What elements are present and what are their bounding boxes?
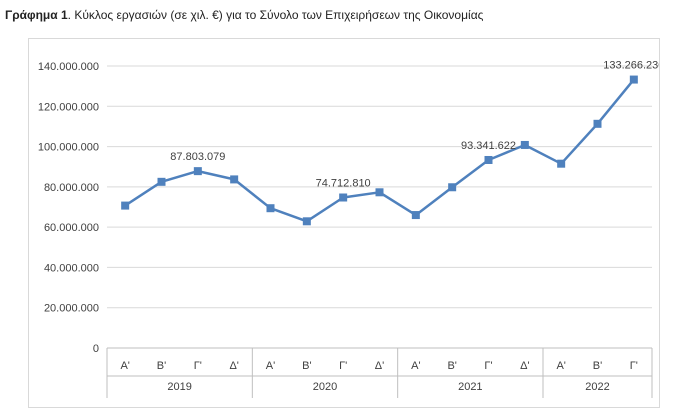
data-point-marker — [302, 217, 311, 226]
data-point-marker — [193, 167, 202, 176]
x-tick-label: Γ' — [194, 360, 202, 372]
chart-frame: 0 20.000.000 40.000.000 60.000.000 80.000.00… — [28, 38, 664, 408]
x-axis: Α' Β' Γ' Δ' Α' Β' Γ' Δ' Α' Β' Γ' Δ' Α' Β' Γ'2019 2020 20… — [106, 348, 653, 398]
y-tick-label: 100.000.000 — [38, 142, 99, 154]
y-tick-label: 0 — [93, 343, 99, 355]
y-tick-label: 140.000.000 — [38, 61, 99, 73]
x-tick-label: Γ' — [339, 360, 347, 372]
x-tick-label: Β' — [157, 360, 166, 372]
y-tick-label: 120.000.000 — [38, 101, 99, 113]
x-tick-label: Α' — [411, 360, 420, 372]
data-point-marker — [375, 188, 384, 197]
gridlines — [107, 65, 652, 349]
figure-caption-label: Γράφημα 1 — [5, 8, 68, 22]
data-point-marker — [520, 140, 529, 149]
data-point-marker — [230, 175, 239, 184]
x-tick-label: Δ' — [375, 360, 384, 372]
data-point-marker — [266, 204, 275, 213]
x-group-label: 2020 — [313, 381, 337, 393]
x-tick-label: Γ' — [630, 360, 638, 372]
figure-caption-text: . Κύκλος εργασιών (σε χιλ. €) για το Σύν… — [67, 8, 484, 22]
x-group-label: 2021 — [458, 381, 482, 393]
x-tick-label: Δ' — [520, 360, 529, 372]
data-label: 93.341.622 — [461, 140, 516, 152]
y-tick-label: 40.000.000 — [44, 262, 99, 274]
data-point-marker — [629, 75, 638, 84]
data-label: 74.712.810 — [316, 178, 371, 190]
data-point-marker — [557, 159, 566, 168]
data-label: 87.803.079 — [170, 151, 225, 163]
y-tick-label: 80.000.000 — [44, 182, 99, 194]
data-point-marker — [411, 211, 420, 220]
data-point-marker — [484, 155, 493, 164]
figure-caption: Γράφημα 1. Κύκλος εργασιών (σε χιλ. €) γ… — [5, 8, 483, 22]
x-tick-label: Δ' — [229, 360, 238, 372]
x-tick-label: Α' — [266, 360, 275, 372]
x-tick-label: Β' — [302, 360, 311, 372]
y-tick-label: 20.000.000 — [44, 303, 99, 315]
x-group-label: 2022 — [585, 381, 609, 393]
x-group-label: 2019 — [167, 381, 191, 393]
y-axis-tick-labels: 0 20.000.000 40.000.000 60.000.000 80.000.00… — [38, 61, 99, 355]
x-tick-label: Α' — [556, 360, 565, 372]
data-point-marker — [448, 183, 457, 192]
data-point-marker — [593, 119, 602, 128]
data-labels: 87.803.079 74.712.810 93.341.622 133.266.23… — [170, 60, 664, 190]
line-chart: 0 20.000.000 40.000.000 60.000.000 80.000.00… — [38, 60, 664, 398]
y-tick-label: 60.000.000 — [44, 222, 99, 234]
x-tick-label: Γ' — [484, 360, 492, 372]
x-tick-label: Α' — [120, 360, 129, 372]
data-point-marker — [157, 177, 166, 186]
x-tick-label: Β' — [447, 360, 456, 372]
data-label: 133.266.230 — [603, 60, 659, 72]
x-tick-label: Β' — [593, 360, 602, 372]
data-point-marker — [339, 193, 348, 202]
series-markers — [121, 75, 638, 226]
data-point-marker — [121, 201, 130, 210]
